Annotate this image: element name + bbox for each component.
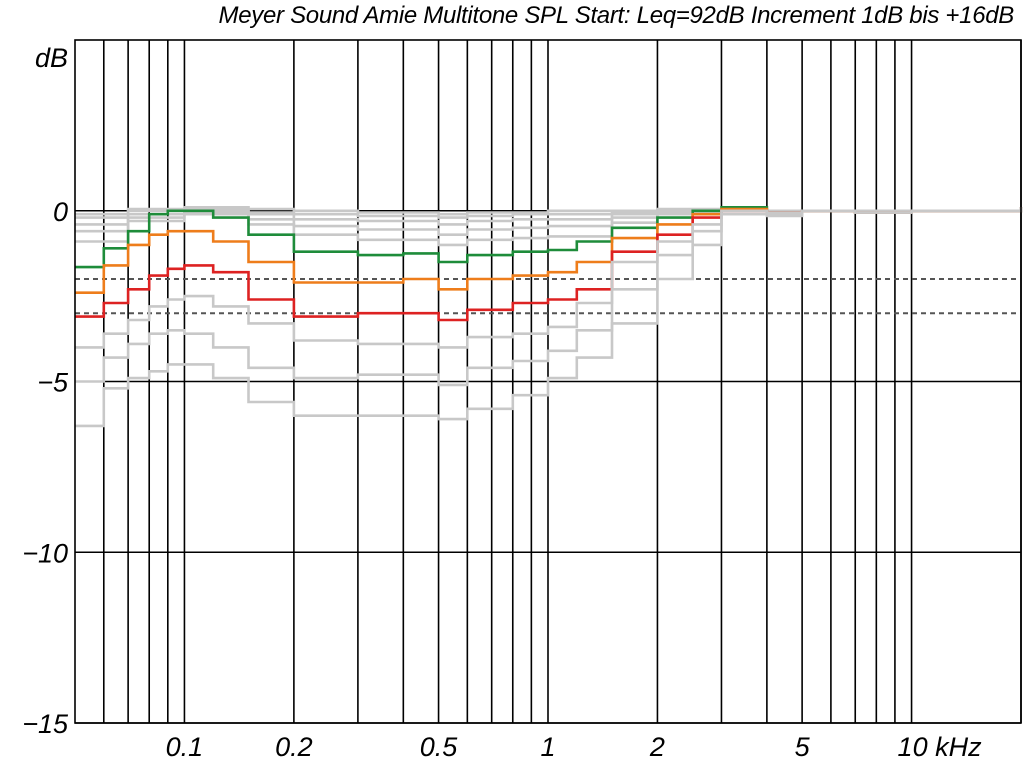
axis-labels: dB 0 −5 −10 −15 0.1 0.2 0.5 1 2 5 10 kHz bbox=[22, 43, 982, 760]
y-tick-label-2: −10 bbox=[22, 538, 68, 568]
y-tick-label-0: 0 bbox=[53, 197, 68, 227]
y-axis-label: dB bbox=[35, 43, 68, 73]
x-tick-label-0: 0.1 bbox=[166, 732, 204, 760]
x-tick-label-3: 1 bbox=[540, 732, 555, 760]
x-tick-label-4: 2 bbox=[649, 732, 665, 760]
chart-title: Meyer Sound Amie Multitone SPL Start: Le… bbox=[218, 2, 1015, 29]
series-line-2 bbox=[75, 207, 1023, 226]
series-layer bbox=[75, 206, 1023, 428]
series-line-10 bbox=[75, 207, 1023, 428]
plot-frame bbox=[74, 39, 1022, 724]
y-tick-label-1: −5 bbox=[37, 368, 69, 398]
x-tick-label-2: 0.5 bbox=[420, 732, 459, 760]
x-tick-label-5: 5 bbox=[795, 732, 811, 760]
reference-lines bbox=[75, 278, 1021, 315]
x-tick-label-6: 10 kHz bbox=[898, 732, 983, 760]
x-tick-label-1: 0.2 bbox=[275, 732, 313, 760]
plot-border bbox=[74, 39, 1022, 724]
y-tick-label-3: −15 bbox=[22, 709, 69, 739]
